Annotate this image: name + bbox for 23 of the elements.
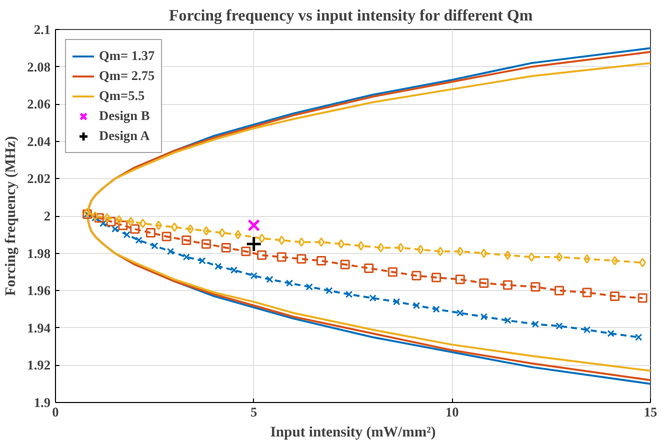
y-tick-label: 2.1 xyxy=(34,22,51,37)
y-tick-label: 2.08 xyxy=(27,59,51,74)
y-axis-title: Forcing frequency (MHz) xyxy=(3,136,20,296)
y-tick-label: 1.94 xyxy=(27,320,51,336)
y-tick-label: 2 xyxy=(44,208,51,224)
x-tick-label: 5 xyxy=(250,404,258,420)
y-tick-label: 1.98 xyxy=(27,246,51,261)
y-tick-label: 1.9 xyxy=(34,395,51,410)
legend-label: Design B xyxy=(99,108,150,124)
chart-title: Forcing frequency vs input intensity for different Qm xyxy=(169,8,534,24)
y-tick-label: 1.96 xyxy=(27,283,51,298)
y-tick-label: 2.06 xyxy=(27,96,51,112)
legend-label: Qm= 2.75 xyxy=(99,68,155,84)
legend-label: Design A xyxy=(99,128,150,144)
x-axis-title: Input intensity (mW/mm²) xyxy=(270,424,436,440)
legend-label: Qm=5.5 xyxy=(99,88,145,104)
x-tick-label: 10 xyxy=(446,404,460,420)
legend-label: Qm= 1.37 xyxy=(99,48,155,64)
y-tick-label: 2.02 xyxy=(27,171,51,186)
y-tick-label: 1.92 xyxy=(27,358,51,373)
x-tick-label: 15 xyxy=(644,404,658,420)
y-tick-label: 2.04 xyxy=(27,134,51,149)
x-tick-label: 0 xyxy=(52,404,60,420)
